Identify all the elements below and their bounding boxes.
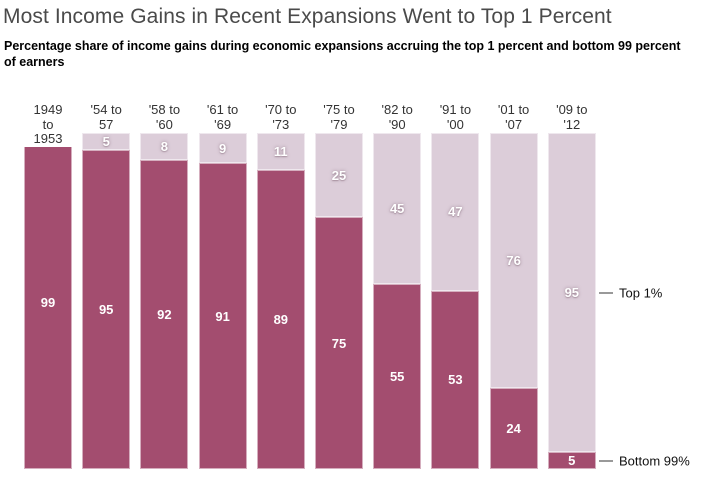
- category-label: '91 to '00: [423, 102, 488, 132]
- category-label: '54 to 57: [74, 102, 139, 132]
- segment-top-1-percent: 5: [82, 133, 131, 150]
- category-label-line: '09 to: [556, 102, 588, 117]
- category-label-line: '75 to: [323, 102, 355, 117]
- chart-title: Most Income Gains in Recent Expansions W…: [3, 5, 612, 28]
- category-label-line: '69: [214, 116, 232, 132]
- category-label-line: '70 to: [265, 102, 297, 117]
- segment-top-1-percent: 76: [489, 133, 538, 389]
- category-label-line: 1949: [33, 102, 63, 117]
- segment-bottom-99-percent: 53: [431, 290, 480, 469]
- value-label: 89: [273, 311, 289, 327]
- value-label: 47: [448, 204, 463, 220]
- value-label: 99: [40, 295, 56, 311]
- category-label-line: '91 to: [439, 102, 472, 117]
- value-label: 9: [218, 140, 227, 156]
- value-label: 53: [448, 372, 463, 388]
- chart-subtitle-line2: of earners: [4, 55, 65, 69]
- category-label-line: '60: [155, 116, 173, 132]
- category-label: '09 to '12: [539, 102, 604, 132]
- category-label: '01 to '07: [481, 102, 546, 132]
- category-label-line: '12: [563, 116, 581, 132]
- value-label: 95: [564, 285, 580, 301]
- stacked-bar: 9 91: [198, 133, 247, 469]
- stacked-bar: 25 75: [315, 133, 363, 469]
- segment-bottom-99-percent: 92: [140, 159, 189, 469]
- segment-bottom-99-percent: 75: [315, 217, 363, 469]
- category-label-line: '79: [330, 116, 348, 132]
- category-label-line: '58 to: [148, 102, 181, 117]
- category-label: 1949 to 1953: [16, 102, 80, 147]
- annotation-bottom-99-percent-dash: [599, 459, 613, 462]
- segment-top-1-percent: 9: [198, 133, 247, 164]
- value-label: 5: [102, 133, 110, 149]
- segment-top-1-percent: 25: [315, 133, 363, 217]
- value-label: 55: [389, 369, 405, 385]
- segment-bottom-99-percent: 89: [256, 169, 305, 469]
- stacked-bar: 5 95: [82, 133, 131, 469]
- value-label: 75: [331, 335, 347, 351]
- category-label-line: '54 to: [90, 102, 122, 117]
- segment-bottom-99-percent: 24: [489, 388, 538, 469]
- stacked-bar: 95 5: [547, 133, 596, 469]
- stacked-bar: 99: [24, 133, 72, 469]
- segment-top-1-percent: 8: [140, 133, 189, 160]
- category-label-line: 57: [98, 116, 114, 132]
- chart-subtitle-line1: Percentage share of income gains during …: [4, 39, 681, 53]
- annotation-top-1-percent-label: Top 1%: [619, 285, 663, 301]
- value-label: 8: [160, 138, 168, 154]
- stacked-bar: 47 53: [431, 133, 480, 469]
- segment-top-1-percent: 47: [431, 133, 480, 291]
- category-label-line: '01 to: [497, 102, 530, 117]
- segment-bottom-99-percent: 5: [547, 452, 596, 469]
- segment-bottom-99-percent: 55: [373, 284, 422, 469]
- category-label: '61 to '69: [190, 102, 255, 132]
- stacked-bar: 45 55: [373, 133, 422, 469]
- value-label: 5: [568, 453, 576, 469]
- stacked-bar: 8 92: [140, 133, 189, 469]
- category-label-line: '07: [505, 116, 523, 132]
- category-label: '58 to '60: [132, 102, 197, 132]
- segment-bottom-99-percent: 99: [24, 136, 72, 469]
- stacked-bar: 76 24: [489, 133, 538, 469]
- segment-top-1-percent: 11: [256, 133, 305, 170]
- category-label: '70 to '73: [248, 102, 313, 132]
- value-label: 91: [215, 308, 230, 324]
- segment-top-1-percent: 45: [373, 133, 422, 285]
- category-label-line: '61 to: [206, 102, 239, 117]
- annotation-top-1-percent-dash: [599, 291, 613, 294]
- category-label: '82 to '90: [365, 102, 430, 132]
- value-label: 24: [506, 421, 521, 437]
- stacked-bar: 11 89: [256, 133, 305, 469]
- value-label: 92: [157, 306, 172, 322]
- category-label-line: '90: [388, 116, 406, 132]
- value-label: 76: [506, 253, 521, 269]
- category-label: '75 to '79: [307, 102, 371, 132]
- value-label: 45: [389, 201, 405, 217]
- value-label: 25: [331, 167, 347, 183]
- segment-bottom-99-percent: 95: [82, 149, 131, 469]
- category-label-line: 1953: [33, 131, 63, 146]
- chart-subtitle: Percentage share of income gains during …: [4, 38, 681, 70]
- category-label-line: '73: [272, 116, 290, 132]
- annotation-bottom-99-percent-label: Bottom 99%: [619, 453, 690, 469]
- segment-top-1-percent: 95: [547, 133, 596, 453]
- category-label-line: to: [42, 116, 54, 132]
- segment-bottom-99-percent: 91: [198, 163, 247, 469]
- value-label: 95: [98, 301, 114, 317]
- value-label: 11: [273, 143, 288, 159]
- category-label-line: '82 to: [381, 102, 413, 117]
- category-label-line: '00: [446, 116, 464, 132]
